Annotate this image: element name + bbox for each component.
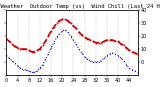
- Title: Milwaukee Weather  Outdoor Temp (vs)  Wind Chill (Last 24 Hours): Milwaukee Weather Outdoor Temp (vs) Wind…: [0, 4, 160, 9]
